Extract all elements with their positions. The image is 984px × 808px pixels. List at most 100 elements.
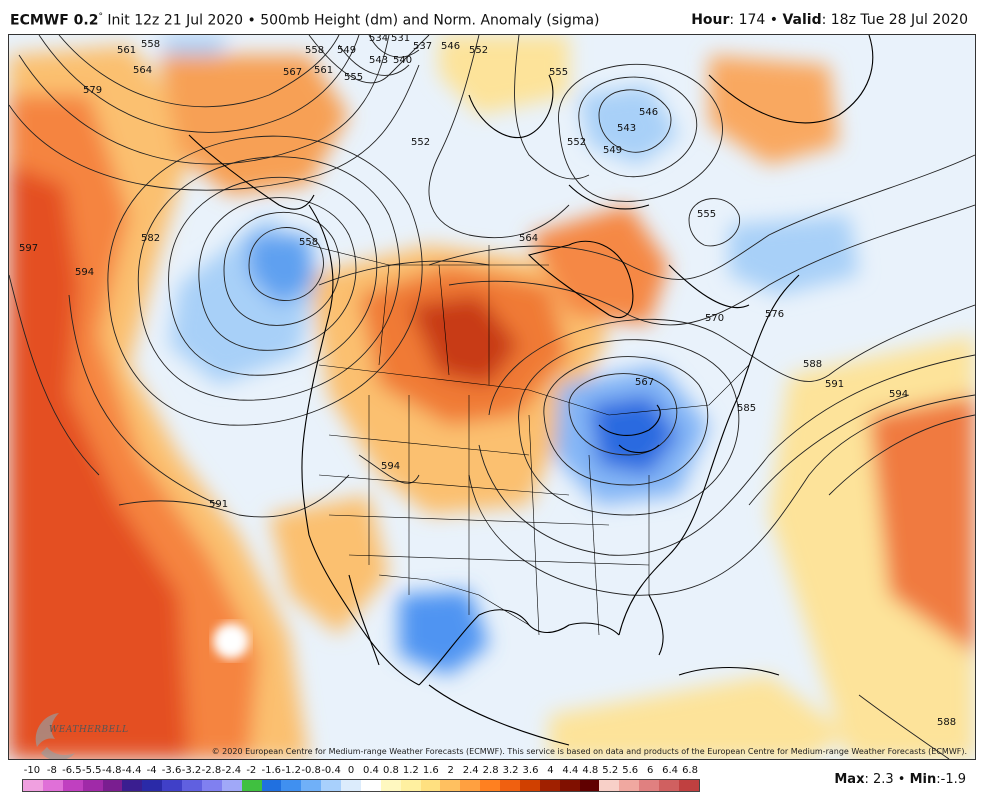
init-text: Init 12z 21 Jul 2020 • 500mb Height (dm)…	[102, 12, 600, 29]
state-border	[588, 454, 600, 636]
legend-label: -3.6	[161, 765, 182, 776]
legend-label: 0.4	[363, 765, 379, 776]
legend-swatch	[420, 780, 441, 791]
hudson-bay	[527, 240, 634, 318]
min-label: Min	[909, 772, 937, 787]
contour-line	[514, 35, 590, 180]
state-border	[318, 474, 570, 496]
contour-line	[368, 35, 420, 58]
legend-label: 5.6	[622, 765, 639, 776]
legend-label: 6	[646, 765, 654, 776]
contour-line	[428, 35, 570, 239]
legend-swatch	[659, 780, 679, 791]
contour-line	[9, 64, 420, 191]
legend-label: 6.4	[662, 765, 679, 776]
contour-label: 594	[889, 389, 908, 400]
contour-low	[543, 356, 709, 486]
political-borders	[308, 244, 750, 636]
legend-swatch	[321, 780, 341, 791]
state-border	[328, 434, 530, 456]
legend-label: -1.6	[261, 765, 282, 776]
mexico-coast	[428, 684, 570, 746]
legend-swatch	[619, 780, 640, 791]
contour-label: 549	[603, 145, 622, 156]
legend-label: 2.4	[462, 765, 479, 776]
legend-label: -2.8	[201, 765, 222, 776]
legend-label: 6.8	[682, 765, 698, 776]
contour-label: 549	[337, 45, 356, 56]
contour-label: 543	[617, 123, 636, 134]
contour-label: 588	[937, 717, 956, 728]
contour-labels: 558 561 564 579 567 558 561 555 549 543 …	[19, 35, 956, 728]
contour-label: 567	[635, 377, 654, 388]
ridge-core	[409, 295, 519, 385]
contour-label: 561	[117, 45, 136, 56]
color-legend: -10 -8 -6.5 -5.5 -4.8 -4.4 -4 -3.6 -3.2 -2.8 -2.4-…	[14, 765, 704, 805]
logo-text: WEATHERBELL	[49, 725, 129, 735]
contour-line	[18, 35, 390, 165]
title-line: ECMWF 0.2° Init 12z 21 Jul 2020 • 500mb …	[10, 12, 600, 29]
legend-swatch	[400, 780, 421, 791]
legend-swatch	[201, 780, 222, 791]
legend-swatch	[182, 780, 202, 791]
baffin-cold	[579, 85, 679, 165]
contour-label: 579	[83, 85, 102, 96]
contour-line	[448, 204, 975, 326]
contour-label: 558	[305, 45, 324, 56]
legend-swatch	[579, 780, 600, 791]
legend-swatch	[559, 780, 580, 791]
legend-colorbar	[22, 779, 700, 792]
legend-swatch	[82, 780, 103, 791]
copyright-notice: © 2020 European Centre for Medium-range …	[211, 747, 967, 756]
map-canvas: 558 561 564 579 567 558 561 555 549 543 …	[9, 35, 975, 759]
legend-swatch	[360, 780, 381, 791]
contour-low	[688, 198, 741, 247]
pacific-minimum-spot	[213, 623, 249, 659]
anomaly-map: 558 561 564 579 567 558 561 555 549 543 …	[8, 34, 976, 760]
legend-label: -1.2	[281, 765, 301, 776]
contour-label: 585	[737, 403, 756, 414]
legend-swatch	[221, 780, 242, 791]
legend-swatch	[42, 780, 63, 791]
contour-label: 576	[765, 309, 784, 320]
legend-label: -2.4	[221, 765, 242, 776]
max-label: Max	[834, 772, 865, 787]
baffin-coast	[568, 184, 650, 210]
contour-594	[828, 414, 975, 496]
labrador-cold	[729, 215, 859, 295]
legend-swatch	[102, 780, 123, 791]
province-border	[438, 264, 450, 376]
contour-label: 561	[314, 65, 333, 76]
contour-591	[118, 474, 350, 518]
contour-label: 564	[133, 65, 152, 76]
legend-label: -4	[146, 765, 157, 776]
legend-swatch	[23, 780, 43, 791]
contour-label: 555	[697, 209, 716, 220]
legend-label: -0.8	[301, 765, 321, 776]
baja-warm	[269, 495, 389, 635]
legend-label: 2	[447, 765, 454, 776]
atlantic-warm-inner	[869, 395, 975, 655]
contour-label: 594	[75, 267, 94, 278]
contour-label: 534	[369, 35, 388, 44]
legend-swatch	[480, 780, 500, 791]
contour-label: 567	[283, 67, 302, 78]
contour-label: 546	[639, 107, 658, 118]
header: ECMWF 0.2° Init 12z 21 Jul 2020 • 500mb …	[0, 0, 984, 34]
legend-label: 2.8	[482, 765, 499, 776]
nepacific-cold-core	[249, 235, 314, 305]
contour-label: 543	[369, 55, 388, 66]
province-border	[378, 264, 390, 366]
legend-label: -10	[23, 765, 41, 776]
west-coast	[301, 204, 420, 686]
legend-label: -5.5	[82, 765, 102, 776]
contour-label: 552	[469, 45, 488, 56]
contour-label: 588	[803, 359, 822, 370]
height-contours	[9, 35, 975, 759]
maritimes-coast	[738, 274, 800, 396]
arctic-cold	[159, 35, 229, 55]
legend-swatch	[460, 780, 481, 791]
anomaly-shading	[9, 35, 975, 759]
hour-value: : 174 •	[729, 12, 783, 28]
contour-594	[358, 454, 420, 484]
